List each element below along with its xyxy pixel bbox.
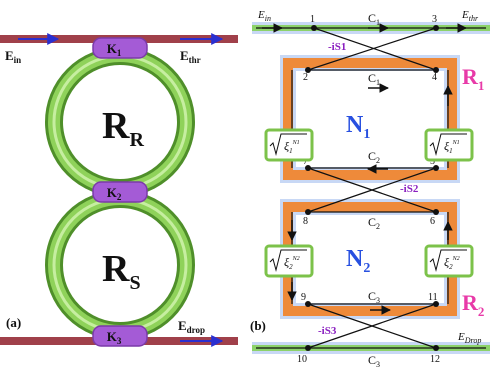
svg-text:K3: K3 bbox=[107, 329, 122, 346]
svg-text:ξ1N1: ξ1N1 bbox=[284, 139, 300, 155]
svg-text:ξ1N1: ξ1N1 bbox=[444, 139, 460, 155]
network-label-n1: N1 bbox=[346, 112, 370, 142]
panel-b: 1 2 3 4 5 6 7 8 9 10 11 12 C1 C1 C2 C2 C… bbox=[250, 9, 490, 368]
c1-ring-label: C1 bbox=[368, 71, 380, 87]
ring-top-label: RR bbox=[102, 105, 144, 151]
c1-top-label: C1 bbox=[368, 11, 380, 27]
ring-bottom-label: RS bbox=[102, 248, 141, 294]
panel-b-label: (b) bbox=[250, 318, 266, 333]
box-ring2-left: ξ2N2 bbox=[264, 244, 314, 278]
network-label-n2: N2 bbox=[346, 246, 370, 276]
svg-text:ξ2N2: ξ2N2 bbox=[444, 255, 460, 271]
coupling-label-1: -iS1 bbox=[328, 41, 346, 53]
coupler-k1: K1 bbox=[92, 37, 148, 59]
node-12: 12 bbox=[430, 354, 440, 365]
svg-text:K1: K1 bbox=[107, 41, 122, 58]
through-port-label: Ethr bbox=[180, 48, 201, 65]
b-drop-label: EDrop bbox=[457, 331, 481, 345]
b-input-label: Ein bbox=[257, 9, 271, 23]
panel-a-label: (a) bbox=[6, 315, 21, 330]
box-ring2-right: ξ2N2 bbox=[424, 244, 474, 278]
b-through-label: Ethr bbox=[461, 9, 479, 23]
node-4: 4 bbox=[432, 72, 437, 83]
node-6: 6 bbox=[430, 216, 435, 227]
node-8: 8 bbox=[303, 216, 308, 227]
coupler-k3: K3 bbox=[92, 325, 148, 347]
node-10: 10 bbox=[297, 354, 307, 365]
ring1-path bbox=[283, 58, 457, 180]
ring-label-r2: R2 bbox=[462, 290, 484, 319]
ring-label-r1: R1 bbox=[462, 64, 484, 93]
node-3: 3 bbox=[432, 14, 437, 25]
panel-a: K1 K2 K3 RR RS Ein Ethr Edrop (a) bbox=[0, 33, 238, 347]
node-2: 2 bbox=[303, 72, 308, 83]
node-11: 11 bbox=[428, 292, 438, 303]
node-1: 1 bbox=[310, 14, 315, 25]
node-9: 9 bbox=[301, 292, 306, 303]
c2-ring2-label: C2 bbox=[368, 215, 380, 231]
coupler-k2: K2 bbox=[92, 181, 148, 203]
input-port-label: Ein bbox=[5, 48, 21, 65]
coupling-label-2: -iS2 bbox=[400, 183, 419, 195]
svg-text:ξ2N2: ξ2N2 bbox=[284, 255, 300, 271]
box-ring1-right: ξ1N1 bbox=[424, 128, 474, 162]
c3-ring-label: C3 bbox=[368, 289, 380, 305]
box-ring1-left: ξ1N1 bbox=[264, 128, 314, 162]
drop-port-label: Edrop bbox=[178, 318, 205, 335]
coupling-label-3: -iS3 bbox=[318, 325, 337, 337]
c2-ring1-label: C2 bbox=[368, 149, 380, 165]
svg-text:K2: K2 bbox=[107, 185, 122, 202]
c3-bottom-label: C3 bbox=[368, 353, 380, 368]
